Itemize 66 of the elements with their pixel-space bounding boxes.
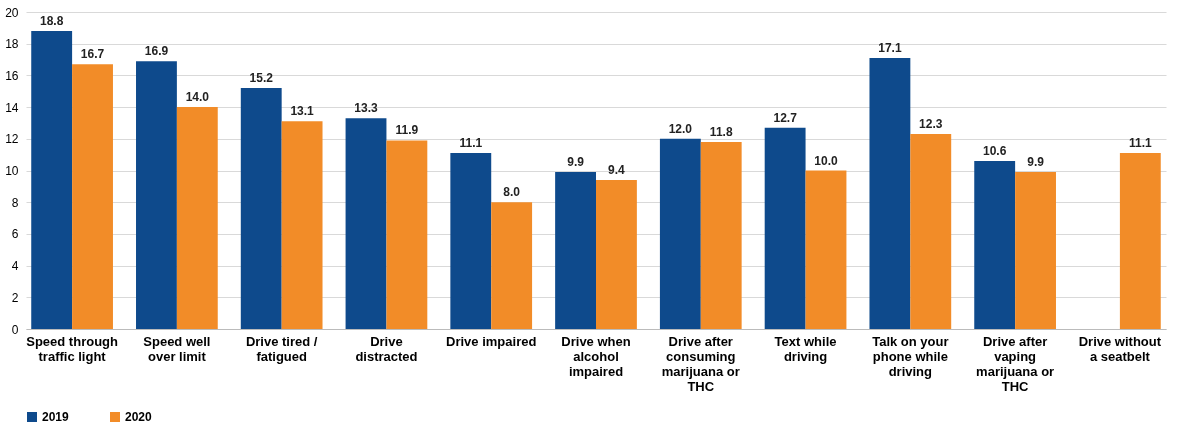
bar: [31, 31, 73, 329]
bar: [386, 140, 428, 329]
x-tick-label: Drive without a seatbelt: [1078, 333, 1162, 364]
y-tick-label: 16: [5, 68, 19, 83]
data-label: 10.0: [814, 153, 838, 168]
bar: [700, 141, 742, 329]
data-label: 9.9: [1027, 155, 1045, 170]
data-label: 9.9: [567, 155, 585, 170]
legend-label: 2019: [42, 410, 70, 424]
bar: [345, 118, 387, 329]
bar: [491, 202, 533, 329]
bar: [1119, 153, 1161, 329]
data-label: 18.8: [39, 14, 64, 29]
y-tick-label: 4: [11, 259, 19, 274]
y-tick-label: 2: [11, 290, 19, 305]
legend-label: 2020: [125, 410, 153, 424]
x-tick-label: Drive impaired: [446, 333, 537, 349]
bar: [1015, 172, 1056, 329]
x-tick-label: Drive after consuming marijuana or THC: [661, 333, 740, 394]
data-label: 16.7: [80, 47, 105, 62]
data-label: 15.2: [249, 71, 274, 86]
data-label: 12.3: [919, 117, 943, 132]
data-label: 11.8: [709, 124, 733, 139]
data-label: 13.1: [290, 104, 315, 119]
bar: [869, 57, 911, 329]
bar: [659, 138, 701, 329]
y-tick-label: 18: [5, 37, 19, 52]
data-label: 11.1: [1128, 136, 1152, 151]
data-label: 14.0: [185, 90, 210, 105]
data-label: 12.0: [668, 121, 693, 136]
y-tick-label: 0: [11, 322, 19, 337]
bar: [72, 64, 113, 329]
x-tick-label: Text while driving: [774, 333, 837, 364]
data-label: 17.1: [878, 40, 902, 55]
data-label: 12.7: [773, 110, 798, 125]
y-tick-label: 12: [5, 132, 19, 147]
bar: [805, 170, 847, 329]
y-tick-label: 8: [11, 195, 19, 210]
x-tick-label: Drive tired / fatigued: [245, 333, 318, 364]
y-tick-label: 6: [11, 227, 19, 242]
y-tick-label: 10: [5, 164, 19, 178]
data-label: 16.9: [144, 44, 169, 59]
bar: [555, 172, 596, 329]
x-tick-label: Speed well over limit: [143, 333, 211, 364]
data-label: 11.1: [459, 136, 483, 151]
bar: [240, 88, 282, 329]
y-tick-label: 14: [5, 100, 19, 115]
y-tick-label: 20: [5, 5, 19, 20]
data-label: 8.0: [503, 185, 521, 200]
data-label: 9.4: [608, 163, 626, 178]
bar: [910, 134, 952, 329]
bar: [176, 107, 218, 329]
x-tick-label: Talk on your phone while driving: [872, 333, 949, 379]
bar: [764, 127, 806, 329]
bar: [596, 180, 637, 329]
bar: [974, 160, 1016, 329]
x-tick-label: Drive after vaping marijuana or THC: [976, 333, 1055, 394]
bar: [281, 121, 323, 329]
data-label: 10.6: [983, 143, 1007, 158]
data-label: 13.3: [354, 101, 379, 116]
x-tick-label: Drive distracted: [355, 333, 418, 364]
x-tick-label: Drive when alcohol impaired: [561, 333, 631, 379]
data-label: 11.9: [395, 123, 419, 138]
bar: [136, 61, 177, 329]
x-tick-label: Speed through traffic light: [26, 333, 119, 364]
bar: [450, 153, 492, 329]
